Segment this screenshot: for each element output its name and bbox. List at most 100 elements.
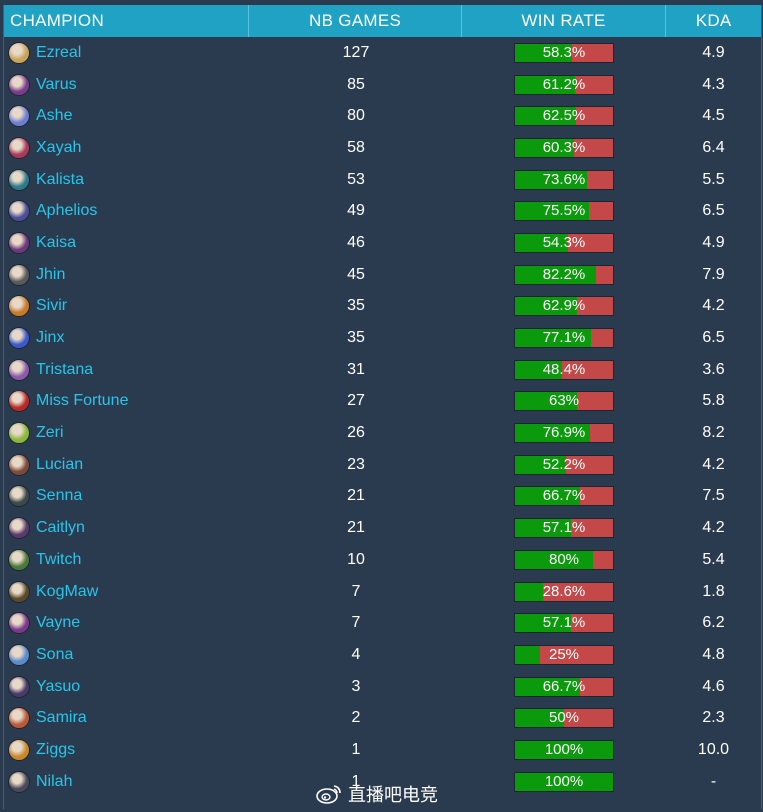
champion-name[interactable]: Xayah [36, 138, 82, 156]
table-row[interactable]: Jinx 35 77.1% 6.5 [4, 322, 761, 354]
column-header-winrate[interactable]: WIN RATE [462, 5, 667, 37]
winrate-bar-fill [515, 233, 569, 252]
winrate-bar: 63% [514, 391, 614, 412]
column-header-games[interactable]: NB GAMES [249, 5, 462, 37]
winrate-bar-fill [515, 138, 575, 157]
table-row[interactable]: KogMaw 7 28.6% 1.8 [4, 576, 761, 608]
champion-name[interactable]: Jinx [36, 329, 65, 347]
winrate-cell: 82.2% [462, 264, 666, 285]
champion-cell: Miss Fortune [4, 390, 250, 413]
champion-name[interactable]: Twitch [36, 550, 82, 568]
winrate-bar: 25% [514, 644, 614, 665]
champion-avatar-icon [8, 136, 30, 159]
kda-cell: 4.9 [702, 43, 725, 61]
champion-name[interactable]: Nilah [36, 772, 73, 790]
winrate-label: 60.3% [542, 138, 586, 156]
table-row[interactable]: Sivir 35 62.9% 4.2 [4, 291, 761, 323]
table-row[interactable]: Ezreal 127 58.3% 4.9 [4, 37, 761, 69]
champion-name[interactable]: Jhin [36, 265, 66, 283]
winrate-label: 62.5% [542, 107, 586, 125]
winrate-bar-fill [515, 329, 591, 348]
table-row[interactable]: Varus 85 61.2% 4.3 [4, 69, 761, 101]
table-row[interactable]: Zeri 26 76.9% 8.2 [4, 417, 761, 449]
kda-cell: 4.8 [702, 645, 725, 663]
winrate-bar: 61.2% [514, 74, 614, 95]
winrate-label: 76.9% [542, 424, 586, 442]
table-row[interactable]: Lucian 23 52.2% 4.2 [4, 449, 761, 481]
table-row[interactable]: Twitch 10 80% 5.4 [4, 544, 761, 576]
champion-name[interactable]: Lucian [36, 455, 84, 473]
table-row[interactable]: Tristana 31 48.4% 3.6 [4, 354, 761, 386]
winrate-bar: 62.9% [514, 296, 614, 317]
table-row[interactable]: Sona 4 25% 4.8 [4, 639, 761, 671]
champion-name[interactable]: Samira [36, 709, 87, 727]
champion-cell: Caitlyn [4, 517, 250, 540]
games-cell: 26 [347, 424, 365, 442]
table-row[interactable]: Senna 21 66.7% 7.5 [4, 481, 761, 513]
winrate-bar-fill [515, 709, 564, 728]
champion-name[interactable]: Tristana [36, 360, 94, 378]
winrate-bar: 60.3% [514, 137, 614, 158]
kda-cell: - [710, 772, 717, 790]
champion-name[interactable]: Vayne [36, 614, 81, 632]
winrate-bar: 66.7% [514, 486, 614, 507]
table-row[interactable]: Ashe 80 62.5% 4.5 [4, 100, 761, 132]
table-row[interactable]: Aphelios 49 75.5% 6.5 [4, 195, 761, 227]
table-row[interactable]: Caitlyn 21 57.1% 4.2 [4, 512, 761, 544]
winrate-bar-fill [515, 75, 575, 94]
winrate-bar: 80% [514, 549, 614, 570]
winrate-label: 100% [544, 740, 584, 758]
table-row[interactable]: Vayne 7 57.1% 6.2 [4, 607, 761, 639]
games-cell: 3 [351, 677, 361, 695]
table-row[interactable]: Yasuo 3 66.7% 4.6 [4, 671, 761, 703]
table-row[interactable]: Samira 2 50% 2.3 [4, 702, 761, 734]
champion-name[interactable]: Kalista [36, 170, 85, 188]
kda-cell: 7.5 [702, 487, 725, 505]
table-row[interactable]: Kalista 53 73.6% 5.5 [4, 164, 761, 196]
table-row[interactable]: Miss Fortune 27 63% 5.8 [4, 386, 761, 418]
winrate-bar: 75.5% [514, 201, 614, 222]
champion-name[interactable]: Yasuo [36, 677, 81, 695]
champion-name[interactable]: Zeri [36, 424, 64, 442]
champion-name[interactable]: Aphelios [36, 202, 98, 220]
champion-name[interactable]: Kaisa [36, 233, 77, 251]
winrate-cell: 63% [462, 391, 666, 412]
champion-name[interactable]: Sona [36, 645, 74, 663]
champion-name[interactable]: Caitlyn [36, 519, 85, 537]
table-row[interactable]: Xayah 58 60.3% 6.4 [4, 132, 761, 164]
champion-avatar-icon [8, 105, 30, 128]
table-row[interactable]: Jhin 45 82.2% 7.9 [4, 259, 761, 291]
winrate-cell: 100% [462, 771, 666, 792]
champion-name[interactable]: Ezreal [36, 43, 82, 61]
champion-avatar-icon [8, 358, 30, 381]
champion-name[interactable]: Miss Fortune [36, 392, 129, 410]
table-row[interactable]: Nilah 1 100% - [4, 766, 761, 798]
winrate-label: 25% [548, 645, 580, 663]
winrate-bar-fill [515, 772, 613, 791]
winrate-label: 100% [544, 772, 584, 790]
champion-name[interactable]: Varus [36, 75, 77, 93]
winrate-cell: 76.9% [462, 423, 666, 444]
kda-cell: 4.5 [702, 107, 725, 125]
games-cell: 127 [342, 43, 370, 61]
champion-name[interactable]: Sivir [36, 297, 68, 315]
games-cell: 10 [347, 550, 365, 568]
column-header-champion[interactable]: CHAMPION [4, 5, 250, 37]
winrate-bar: 57.1% [514, 613, 614, 634]
table-row[interactable]: Ziggs 1 100% 10.0 [4, 734, 761, 766]
games-cell: 7 [351, 582, 361, 600]
champion-cell: Samira [4, 707, 250, 730]
champion-name[interactable]: Senna [36, 487, 83, 505]
champion-avatar-icon [8, 231, 30, 254]
champion-cell: Jhin [4, 263, 250, 286]
champion-cell: Senna [4, 485, 250, 508]
winrate-bar: 73.6% [514, 169, 614, 190]
winrate-bar-fill [515, 487, 581, 506]
table-row[interactable]: Kaisa 46 54.3% 4.9 [4, 227, 761, 259]
champion-name[interactable]: KogMaw [36, 582, 99, 600]
column-header-kda[interactable]: KDA [695, 11, 732, 30]
winrate-bar-fill [515, 455, 567, 474]
winrate-bar-fill [515, 202, 589, 221]
champion-name[interactable]: Ziggs [36, 740, 76, 758]
champion-name[interactable]: Ashe [36, 107, 73, 125]
